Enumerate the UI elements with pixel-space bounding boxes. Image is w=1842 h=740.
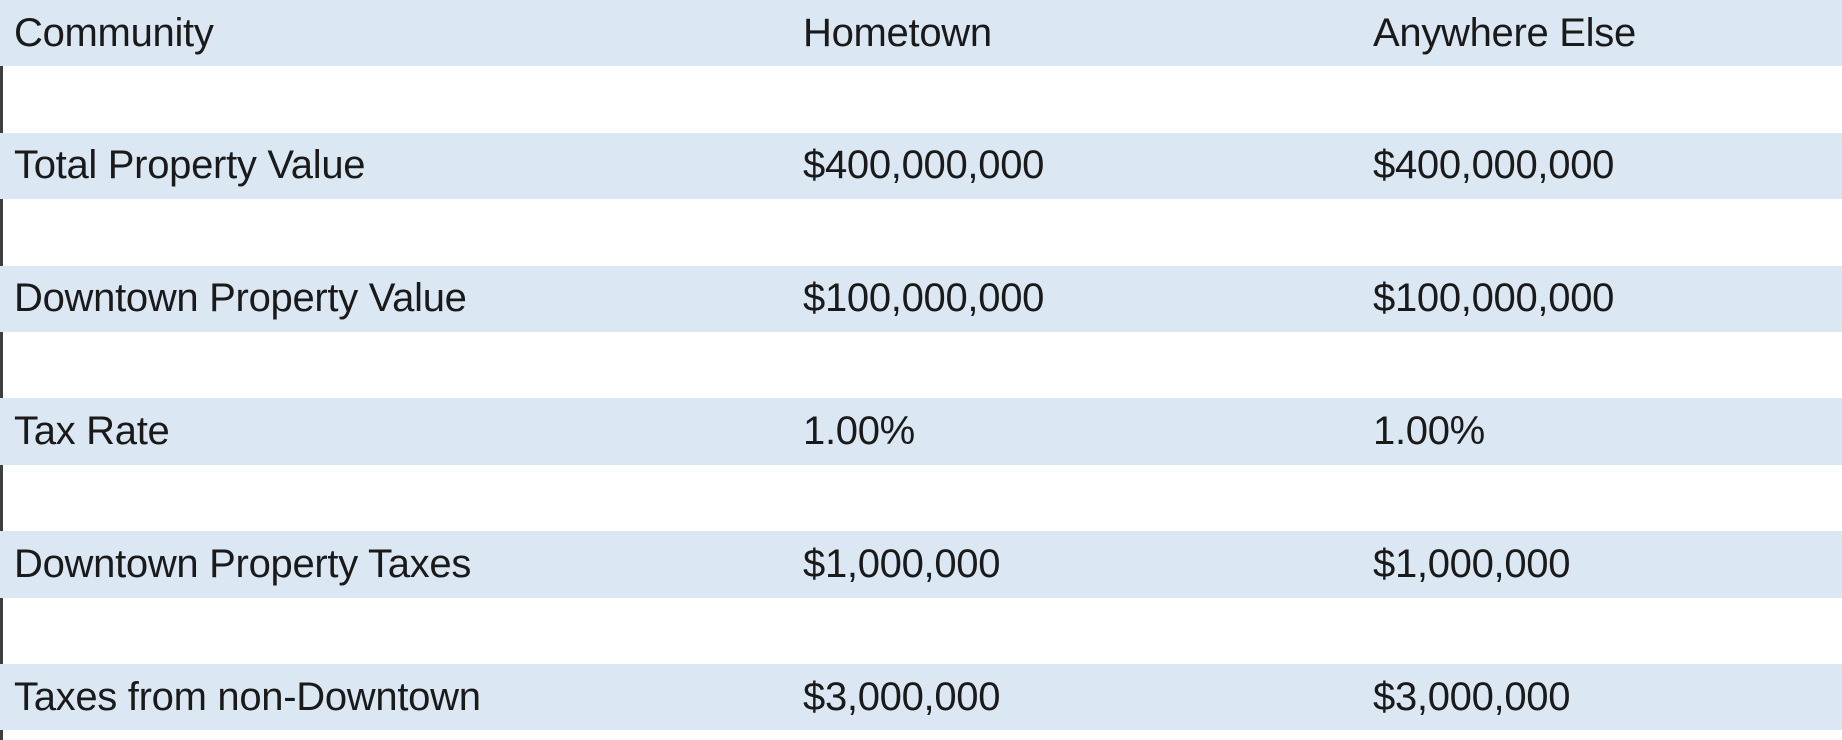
hometown-value: $400,000,000 <box>803 143 1045 188</box>
spacer-row <box>0 331 1842 399</box>
hometown-value: 1.00% <box>803 409 915 454</box>
row-label: Tax Rate <box>14 409 170 454</box>
spacer-row <box>0 199 1842 266</box>
column-header-community: Community <box>14 10 214 55</box>
row-label: Total Property Value <box>14 143 366 188</box>
anywhere-else-value: $100,000,000 <box>1373 276 1615 321</box>
hometown-value: $3,000,000 <box>803 674 1001 719</box>
table-row-downtown-property-taxes: Downtown Property Taxes $1,000,000 $1,00… <box>0 531 1842 598</box>
spacer-row <box>0 464 1842 532</box>
row-label: Taxes from non-Downtown <box>14 674 481 719</box>
anywhere-else-value: 1.00% <box>1373 409 1485 454</box>
table-row-taxes-from-non-downtown: Taxes from non-Downtown $3,000,000 $3,00… <box>0 663 1842 731</box>
anywhere-else-value: $3,000,000 <box>1373 674 1571 719</box>
anywhere-else-value: $1,000,000 <box>1373 541 1571 586</box>
hometown-value: $100,000,000 <box>803 276 1045 321</box>
row-label: Downtown Property Value <box>14 276 467 321</box>
column-header-hometown: Hometown <box>803 10 992 55</box>
table-row-downtown-property-value: Downtown Property Value $100,000,000 $10… <box>0 265 1842 332</box>
table-row-total-property-value: Total Property Value $400,000,000 $400,0… <box>0 132 1842 200</box>
anywhere-else-value: $400,000,000 <box>1373 143 1615 188</box>
spacer-row-partial <box>0 730 1842 740</box>
spacer-row <box>0 66 1842 133</box>
spacer-row <box>0 597 1842 664</box>
hometown-value: $1,000,000 <box>803 541 1001 586</box>
row-label: Downtown Property Taxes <box>14 541 472 586</box>
column-header-anywhere-else: Anywhere Else <box>1373 10 1636 55</box>
table-row-tax-rate: Tax Rate 1.00% 1.00% <box>0 398 1842 465</box>
table-header-row: Community Hometown Anywhere Else <box>0 0 1842 67</box>
